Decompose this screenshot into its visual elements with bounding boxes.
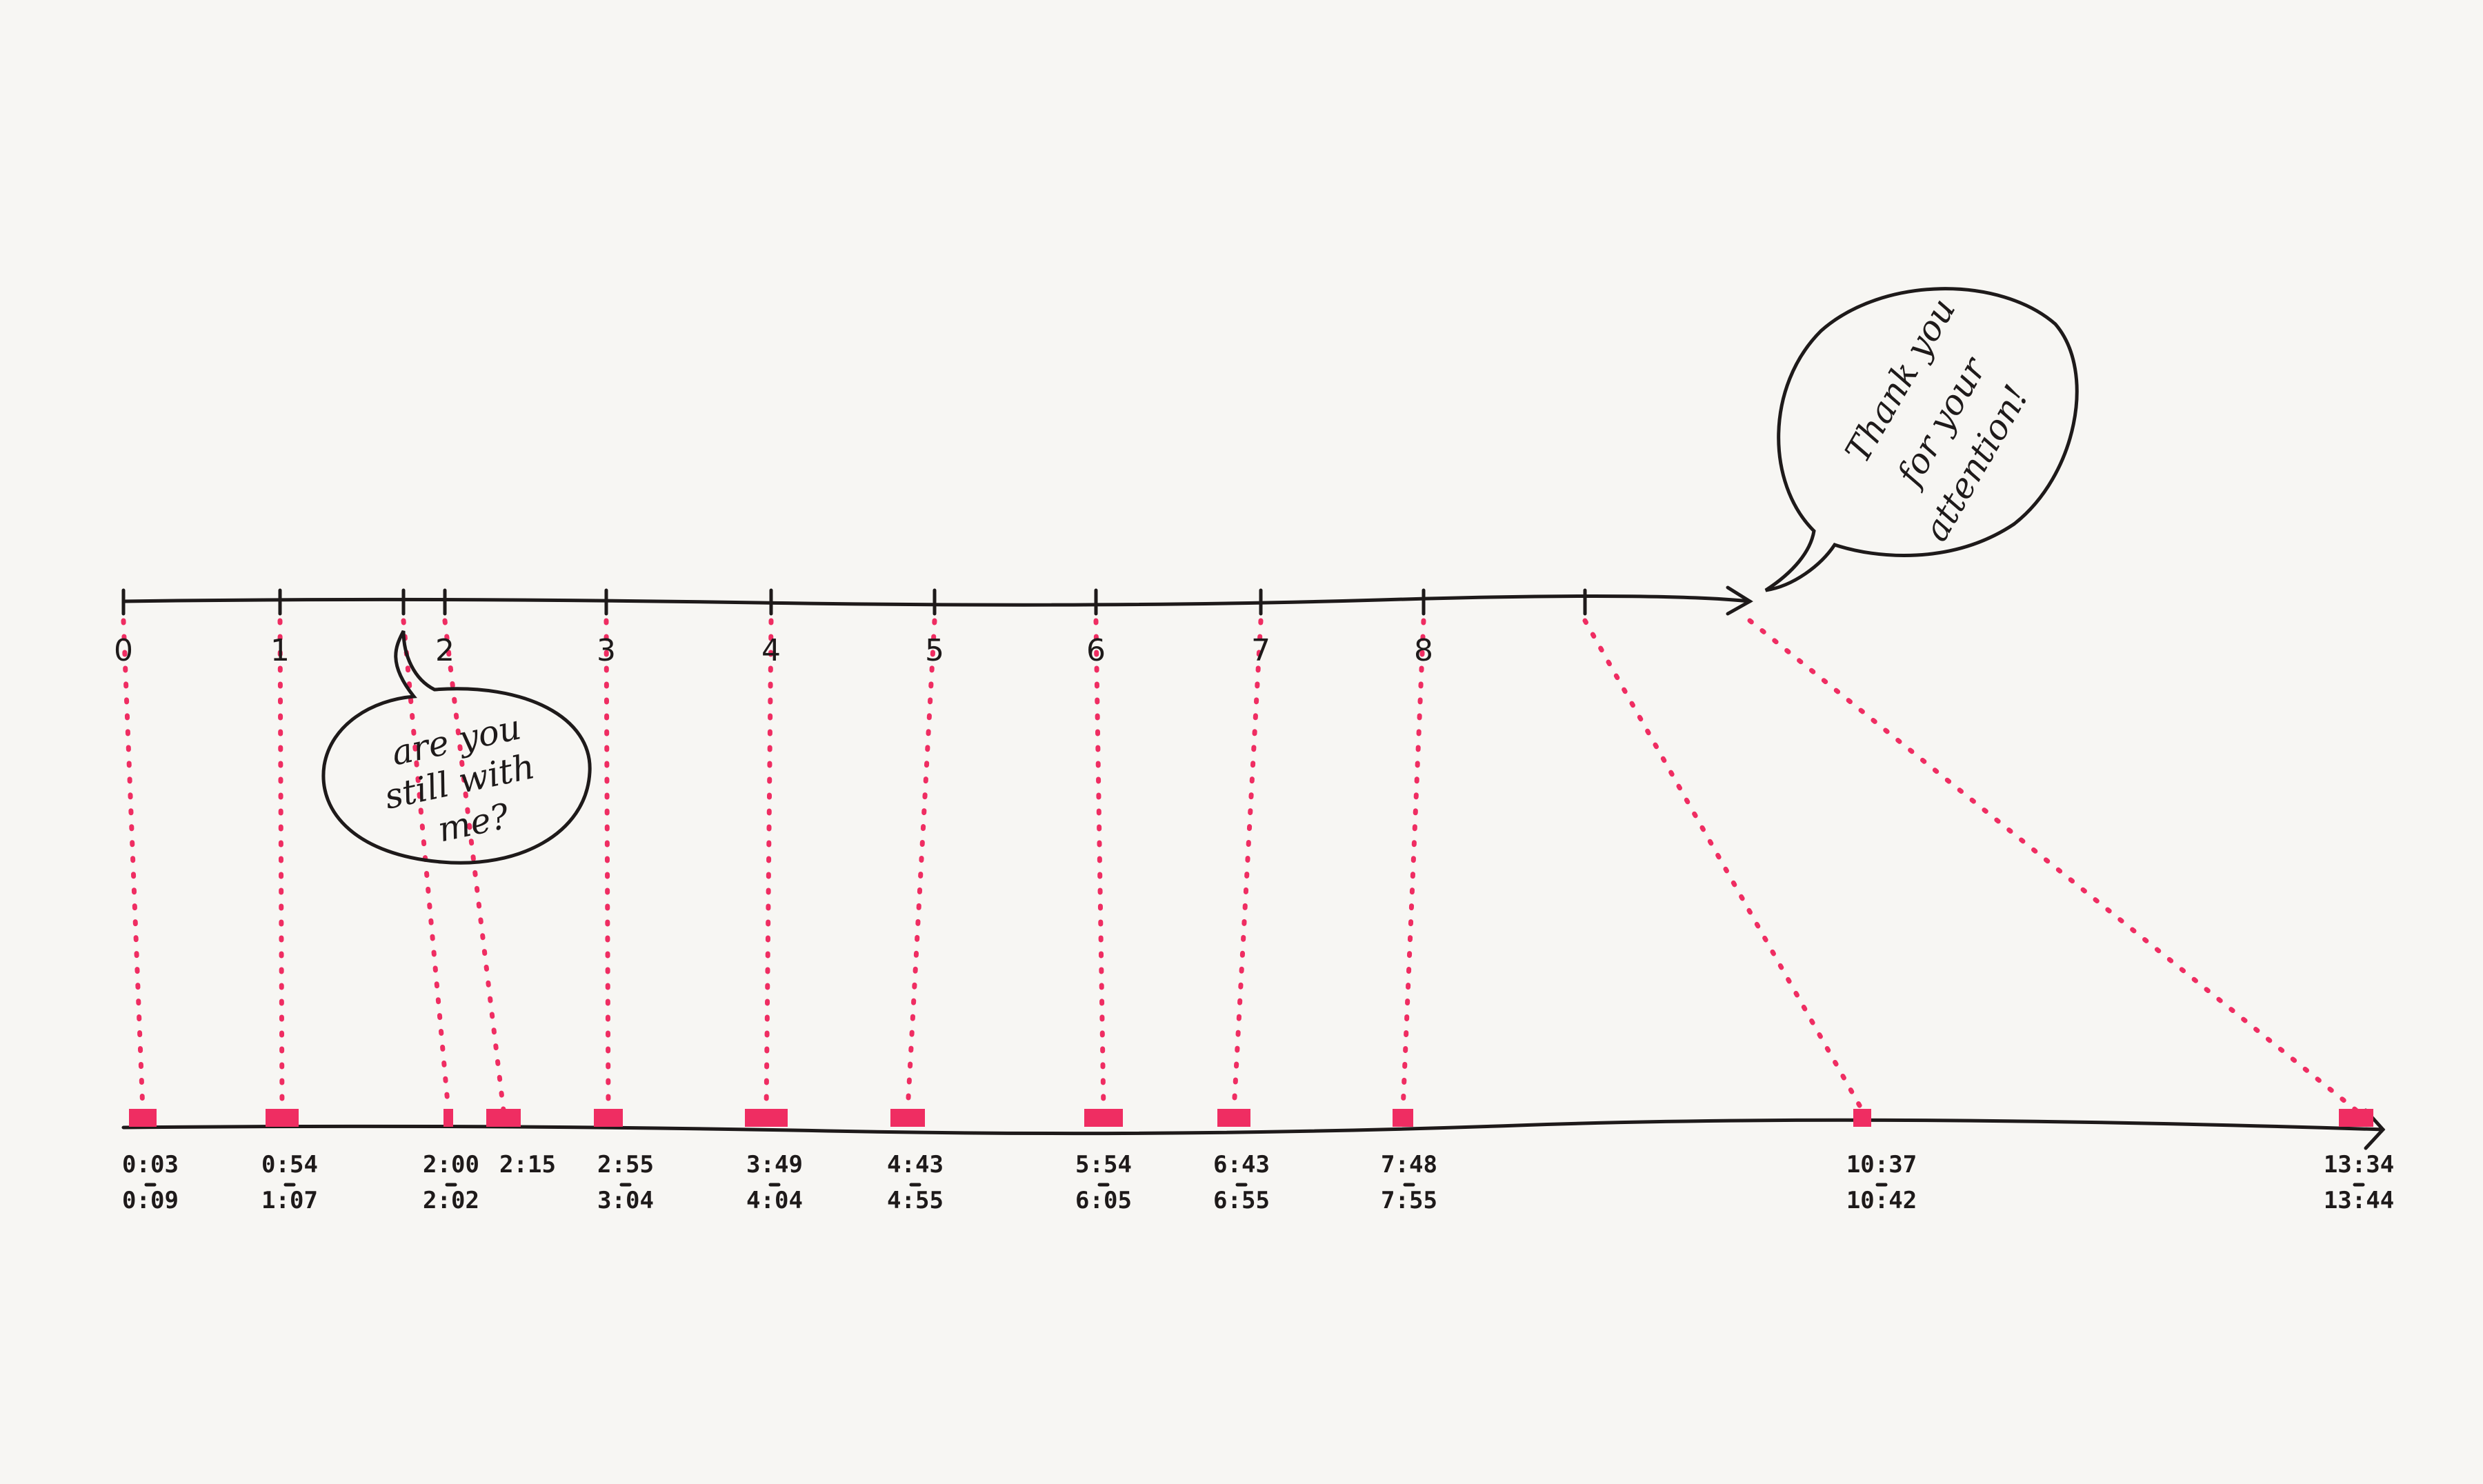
top-axis-arrowhead <box>1726 585 1753 616</box>
segment-marker <box>1084 1109 1123 1127</box>
segment-marker <box>266 1109 299 1127</box>
mapping-line <box>1400 618 1426 1113</box>
mapping-line <box>277 618 285 1113</box>
segment-start-time: 10:37 <box>1846 1151 1917 1179</box>
bottom-axis: 0:03 0:09 0:54 1:07 2:00 2:02 2:15 2:55 3:04 3:49… <box>121 1108 2394 1214</box>
segment-start-time: 0:03 <box>122 1151 179 1179</box>
mapping-line <box>121 618 146 1113</box>
top-axis-line <box>121 594 1752 607</box>
segment-marker <box>2339 1109 2373 1127</box>
top-axis: 0 1 2 3 4 5 6 7 8 <box>114 585 1753 668</box>
segment-end-time: 13:44 <box>2324 1187 2394 1214</box>
mapping-line <box>1747 618 2359 1113</box>
segment-marker <box>129 1109 157 1127</box>
segment-end-time: 3:04 <box>597 1187 654 1214</box>
bubble-still-with-me: are you still with me? <box>321 630 592 865</box>
segment-start-time: 0:54 <box>261 1151 318 1179</box>
mapping-line <box>442 618 506 1113</box>
dotted-mapping-lines <box>121 618 2359 1113</box>
mapping-line <box>764 618 774 1113</box>
segment-marker <box>890 1109 925 1127</box>
segment-start-time: 2:55 <box>597 1151 654 1179</box>
segment-end-time: 6:55 <box>1213 1187 1270 1214</box>
segment-start-time: 6:43 <box>1213 1151 1270 1179</box>
segment-end-time: 4:04 <box>746 1187 803 1214</box>
segment-marker <box>745 1109 788 1127</box>
mapping-line <box>604 618 611 1113</box>
mapping-line <box>1231 618 1264 1113</box>
segment-end-time: 2:02 <box>423 1187 479 1214</box>
top-axis-tick-label: 1 <box>270 633 290 668</box>
top-axis-tick-label: 7 <box>1251 633 1270 668</box>
segment-start-time: 2:15 <box>499 1151 556 1179</box>
segment-start-time: 5:54 <box>1075 1151 1132 1179</box>
top-axis-tick-label: 6 <box>1086 633 1106 668</box>
bubble-thank-you: Thank you for your attention! <box>1764 287 2079 592</box>
segment-end-time: 1:07 <box>261 1187 318 1214</box>
top-axis-tick-label: 0 <box>114 633 133 668</box>
segment-end-time: 6:05 <box>1075 1187 1132 1214</box>
segment-start-time: 13:34 <box>2324 1151 2394 1179</box>
segment-end-time: 7:55 <box>1381 1187 1437 1214</box>
segment-end-time: 4:55 <box>887 1187 944 1214</box>
top-axis-tick-label: 4 <box>761 633 781 668</box>
segment-marker <box>486 1109 521 1127</box>
mapping-line <box>401 618 451 1113</box>
segment-start-time: 2:00 <box>423 1151 479 1179</box>
top-axis-tick-label: 8 <box>1414 633 1433 668</box>
top-axis-tick-label: 2 <box>435 633 455 668</box>
segment-marker <box>1853 1109 1871 1127</box>
segment-start-time: 3:49 <box>746 1151 803 1179</box>
bottom-axis-line <box>121 1118 2385 1136</box>
mapping-line <box>905 618 937 1113</box>
bubble-outline <box>321 630 592 865</box>
top-axis-tick-label: 5 <box>925 633 944 668</box>
segment-end-time: 10:42 <box>1846 1187 1917 1214</box>
segment-marker <box>443 1109 453 1127</box>
segment-marker <box>1393 1109 1413 1127</box>
segment-start-time: 4:43 <box>887 1151 944 1179</box>
segment-start-time: 7:48 <box>1381 1151 1437 1179</box>
mapping-line <box>1093 618 1106 1113</box>
mapping-line <box>1582 618 1865 1113</box>
top-axis-tick-label: 3 <box>597 633 616 668</box>
segment-end-time: 0:09 <box>122 1187 179 1214</box>
segment-marker <box>594 1109 623 1127</box>
bubble-outline <box>1764 287 2079 592</box>
segment-marker <box>1217 1109 1250 1127</box>
